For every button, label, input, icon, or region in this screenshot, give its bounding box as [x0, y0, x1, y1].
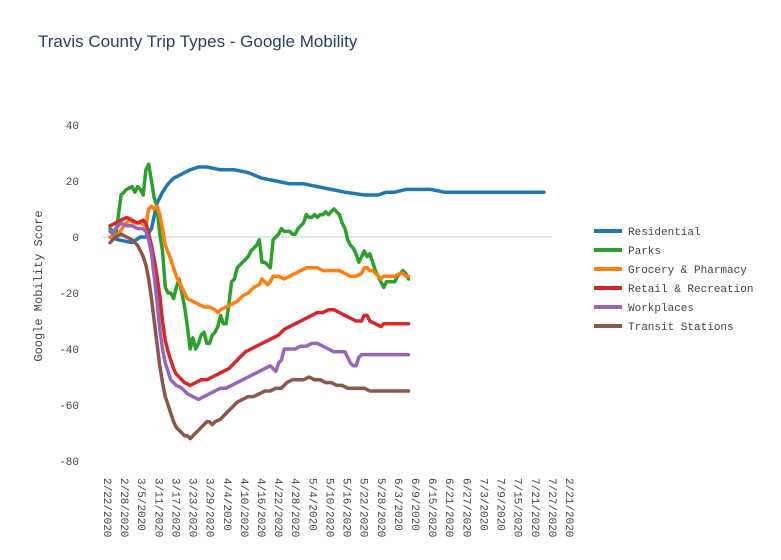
axis-layer: -80 -60 -40 -20 0 20 40 2/22/2020 2/28/2020 3/5/2…	[59, 121, 574, 537]
legend-item[interactable]: Workplaces	[594, 303, 694, 315]
x-tick-label: 4/22/2020	[271, 478, 283, 537]
series-line-transit-stations[interactable]	[108, 232, 411, 441]
x-tick-label: 2/22/2020	[100, 478, 112, 537]
y-tick-label: -80	[59, 457, 79, 469]
x-tick-label: 2/28/2020	[117, 478, 129, 537]
legend-label: Residential	[628, 227, 701, 239]
legend-item[interactable]: Retail & Recreation	[594, 284, 753, 296]
series-line-workplaces[interactable]	[108, 221, 411, 402]
legend-item[interactable]: Parks	[594, 246, 661, 258]
x-tick-label: 3/11/2020	[151, 478, 163, 537]
x-tick-label: 6/15/2020	[425, 478, 437, 537]
series-layer	[108, 162, 546, 441]
y-tick-label: 0	[72, 233, 79, 245]
x-tick-label: 4/10/2020	[237, 478, 249, 537]
series-line-parks[interactable]	[108, 162, 411, 351]
legend-label: Retail & Recreation	[628, 284, 753, 296]
x-tick-label: 6/9/2020	[408, 478, 420, 531]
x-tick-label: 3/29/2020	[203, 478, 215, 537]
x-tick-label: 3/23/2020	[186, 478, 198, 537]
y-tick-label: 40	[66, 121, 79, 133]
x-tick-label: 5/10/2020	[322, 478, 334, 537]
legend-item[interactable]: Transit Stations	[594, 322, 734, 334]
y-tick-label: -20	[59, 289, 79, 301]
y-tick-label: 20	[66, 177, 79, 189]
series-line-residential[interactable]	[108, 165, 546, 245]
series-line-grocery-pharmacy[interactable]	[108, 204, 411, 315]
legend-item[interactable]: Residential	[594, 227, 701, 239]
x-tick-label: 5/28/2020	[374, 478, 386, 537]
x-tick-label: 7/3/2020	[476, 478, 488, 531]
x-tick-label: 7/27/2020	[545, 478, 557, 537]
series-line-retail-recreation[interactable]	[108, 215, 411, 388]
legend-label: Workplaces	[628, 303, 694, 315]
legend-label: Grocery & Pharmacy	[628, 265, 747, 277]
x-tick-label: 7/9/2020	[494, 478, 506, 531]
y-tick-label: -60	[59, 401, 79, 413]
x-tick-label: 6/21/2020	[442, 478, 454, 537]
x-tick-label: 5/16/2020	[340, 478, 352, 537]
legend-label: Parks	[628, 246, 661, 258]
x-tick-label: 7/21/2020	[528, 478, 540, 537]
x-tick-label: 5/4/2020	[305, 478, 317, 531]
x-tick-label: 6/27/2020	[459, 478, 471, 537]
legend-item[interactable]: Grocery & Pharmacy	[594, 265, 747, 277]
x-tick-label: 7/15/2020	[511, 478, 523, 537]
x-tick-label: 4/28/2020	[288, 478, 300, 537]
x-tick-label: 2/21/2020	[562, 478, 574, 537]
chart-title: Travis County Trip Types - Google Mobili…	[38, 32, 358, 51]
x-tick-label: 3/5/2020	[134, 478, 146, 531]
y-tick-label: -40	[59, 345, 79, 357]
y-axis-label: Google Mobility Score	[32, 210, 46, 361]
legend-label: Transit Stations	[628, 322, 734, 334]
x-tick-label: 4/16/2020	[254, 478, 266, 537]
x-tick-label: 5/22/2020	[357, 478, 369, 537]
x-tick-label: 6/3/2020	[391, 478, 403, 531]
x-tick-label: 4/4/2020	[220, 478, 232, 531]
x-tick-label: 3/17/2020	[168, 478, 180, 537]
legend[interactable]: Residential Parks Grocery & Pharmacy Retail…	[594, 227, 753, 334]
